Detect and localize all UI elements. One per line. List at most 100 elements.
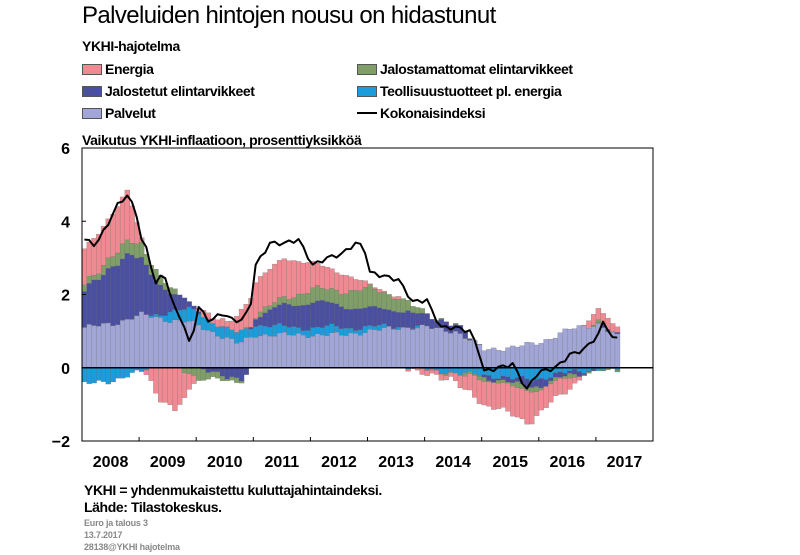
- bar-jalostamattomat: [243, 327, 249, 329]
- bar-palvelut: [196, 324, 202, 368]
- bar-energia: [296, 261, 302, 295]
- legend-label-teollisuus: Teollisuustuotteet pl. energia: [380, 83, 562, 99]
- bar-teollisuus: [457, 367, 464, 375]
- bar-jalostetut: [181, 297, 188, 310]
- bar-jalostetut: [248, 327, 254, 330]
- bar-energia: [481, 381, 487, 406]
- bar-jalostamattomat: [338, 294, 345, 307]
- bar-palvelut: [224, 337, 230, 368]
- bar-jalostetut: [291, 305, 297, 327]
- legend-swatch-jalostamattomat: [357, 63, 377, 75]
- bar-jalostetut: [143, 264, 150, 315]
- bar-energia: [491, 382, 497, 410]
- bar-jalostetut: [129, 254, 135, 320]
- bar-energia: [305, 262, 311, 294]
- bar-jalostamattomat: [191, 367, 197, 376]
- bar-palvelut: [296, 333, 302, 368]
- bar-palvelut: [315, 333, 321, 368]
- bar-energia: [591, 314, 597, 326]
- bar-jalostetut: [510, 379, 516, 383]
- bar-teollisuus: [476, 367, 483, 377]
- bar-jalostamattomat: [215, 371, 221, 379]
- bar-teollisuus: [438, 367, 445, 375]
- bar-energia: [562, 378, 568, 395]
- bar-jalostetut: [386, 309, 392, 327]
- bar-teollisuus: [362, 326, 368, 333]
- bar-energia: [505, 383, 511, 412]
- bar-energia: [376, 289, 383, 293]
- bar-palvelut: [124, 319, 131, 368]
- legend-item-kokonais: Kokonaisindeksi: [357, 104, 486, 122]
- bar-palvelut: [319, 334, 326, 368]
- bar-jalostetut: [115, 265, 121, 325]
- bar-palvelut: [219, 338, 226, 368]
- bar-teollisuus: [243, 328, 249, 338]
- bar-teollisuus: [472, 367, 478, 375]
- bar-teollisuus: [181, 309, 188, 323]
- bar-palvelut: [367, 329, 373, 368]
- bar-jalostamattomat: [86, 276, 92, 284]
- bar-teollisuus: [310, 327, 316, 337]
- bar-jalostetut: [124, 253, 131, 320]
- bar-energia: [419, 368, 426, 375]
- footer-source: Lähde: Tilastokeskus.: [84, 499, 222, 515]
- bar-teollisuus: [219, 326, 226, 339]
- bar-jalostamattomat: [591, 324, 597, 327]
- bar-jalostetut: [153, 280, 159, 315]
- bar-jalostetut: [372, 305, 378, 327]
- bar-palvelut: [334, 331, 340, 368]
- bar-energia: [267, 269, 273, 306]
- bar-jalostamattomat: [462, 372, 468, 377]
- bar-jalostamattomat: [172, 288, 178, 295]
- bar-teollisuus: [348, 328, 354, 334]
- bar-jalostetut: [324, 301, 330, 326]
- bar-jalostamattomat: [438, 318, 445, 320]
- x-tick-label: 2014: [435, 454, 471, 471]
- bar-jalostamattomat: [357, 290, 364, 309]
- legend-label-kokonais: Kokonaisindeksi: [380, 105, 486, 121]
- bar-energia: [343, 275, 349, 294]
- bar-palvelut: [414, 327, 421, 368]
- bar-palvelut: [552, 337, 559, 368]
- bar-palvelut: [96, 325, 102, 368]
- bar-energia: [429, 370, 435, 374]
- bar-jalostamattomat: [557, 377, 564, 379]
- bar-palvelut: [424, 325, 430, 368]
- bar-palvelut: [143, 314, 150, 368]
- bar-energia: [391, 296, 397, 300]
- bar-energia: [257, 276, 264, 313]
- bar-energia: [405, 369, 411, 372]
- bar-energia: [276, 260, 283, 298]
- bar-jalostetut: [543, 379, 549, 387]
- bar-jalostetut: [581, 373, 587, 376]
- bar-jalostamattomat: [119, 243, 126, 260]
- bar-teollisuus: [315, 326, 321, 334]
- bar-palvelut: [238, 341, 245, 368]
- bar-energia: [467, 373, 473, 391]
- bar-jalostamattomat: [505, 382, 511, 384]
- bar-teollisuus: [581, 367, 587, 374]
- bar-energia: [191, 375, 197, 384]
- bar-palvelut: [395, 329, 402, 368]
- bar-palvelut: [253, 337, 259, 368]
- bar-teollisuus: [319, 327, 326, 336]
- bar-palvelut: [248, 336, 254, 368]
- bar-jalostamattomat: [472, 374, 478, 376]
- bar-palvelut: [329, 332, 335, 368]
- bar-jalostamattomat: [400, 298, 406, 313]
- bar-jalostamattomat: [467, 370, 473, 374]
- bar-energia: [576, 376, 583, 381]
- bar-jalostamattomat: [391, 298, 397, 312]
- bar-jalostamattomat: [300, 293, 307, 306]
- bar-jalostamattomat: [324, 289, 330, 302]
- bar-jalostetut: [395, 312, 402, 328]
- bar-teollisuus: [291, 326, 297, 336]
- bar-palvelut: [538, 343, 544, 368]
- bar-jalostetut: [281, 302, 288, 326]
- bar-energia: [281, 258, 288, 297]
- bar-energia: [334, 272, 340, 291]
- bar-teollisuus: [329, 323, 335, 333]
- bar-jalostamattomat: [419, 308, 426, 314]
- bar-jalostetut: [348, 309, 354, 329]
- bar-jalostetut: [262, 312, 269, 327]
